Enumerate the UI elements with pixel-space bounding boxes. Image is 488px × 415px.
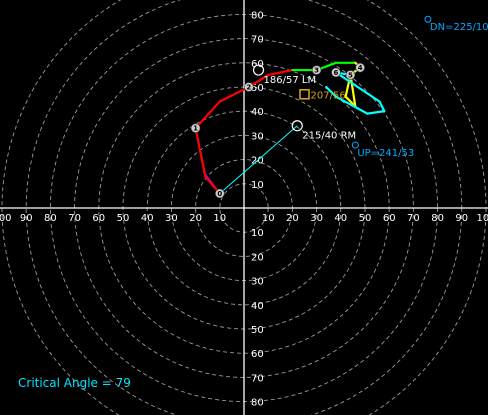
marker-label-4: DN=225/109 [430,22,488,33]
tick-label-up-10: 10 [251,180,264,191]
hodograph-segment-14 [349,73,357,108]
height-label-6: 6 [334,69,339,77]
tick-label-up-80: 80 [251,10,264,21]
shear-vector-line [219,125,298,194]
height-marker-4: 4 [355,62,365,73]
hodograph-segment-3 [194,100,221,130]
tick-label-right-70: 70 [407,213,420,224]
tick-label-down-40: 40 [251,301,264,312]
tick-label-down-70: 70 [251,373,264,384]
tick-label-left-30: 30 [165,213,178,224]
marker-3: UP=241/53 [351,141,414,159]
tick-label-down-80: 80 [251,398,264,409]
storm-motion-markers: 186/57 LM 215/40 RM 207/56 UP=241/53 DN=225/… [252,15,488,159]
marker-label-2: 207/56 [311,90,346,101]
marker-label-0: 186/57 LM [264,75,317,86]
height-marker-1: 1 [190,123,201,133]
tick-label-left-60: 60 [92,213,105,224]
tick-label-left-90: 90 [20,213,33,224]
hodograph-segment-13 [344,95,357,108]
height-label-0: 0 [217,190,222,198]
tick-label-down-30: 30 [251,277,264,288]
height-label-3: 3 [314,67,319,75]
tick-label-down-60: 60 [251,349,264,360]
height-marker-3: 3 [311,65,322,75]
marker-4: DN=225/109 [424,15,488,33]
hodograph-segment-16 [334,71,381,103]
height-label-1: 1 [193,125,198,133]
tick-label-down-50: 50 [251,325,264,336]
marker-1: 215/40 RM [291,120,356,142]
hodograph-segment-2 [194,127,207,178]
tick-label-right-10: 10 [262,213,275,224]
marker-label-1: 215/40 RM [302,131,356,142]
tick-label-down-20: 20 [251,252,264,263]
hodograph-traces: 0 1 2 3 45 6 [190,61,386,199]
tick-label-up-70: 70 [251,35,264,46]
tick-label-left-50: 50 [117,213,130,224]
tick-label-up-50: 50 [251,83,264,94]
tick-labels: 1020304050607080102030405060708010090807… [0,10,488,408]
tick-label-left-10: 10 [213,213,226,224]
tick-label-left-70: 70 [68,213,81,224]
tick-label-right-90: 90 [455,213,468,224]
tick-label-left-20: 20 [189,213,202,224]
hodograph-segment-18 [366,110,386,115]
tick-label-left-100: 100 [0,213,12,224]
marker-2: 207/56 [299,88,346,101]
marker-label-3: UP=241/53 [357,148,414,159]
hodograph-segment-6 [267,68,294,77]
height-label-5: 5 [348,71,353,79]
tick-label-left-80: 80 [44,213,57,224]
hodograph-segment-19 [334,95,369,115]
marker-0: 186/57 LM [252,64,317,86]
height-marker-5: 5 [345,70,356,80]
critical-angle-label: Critical Angle = 79 [18,376,131,390]
height-marker-6: 6 [331,67,341,78]
height-label-2: 2 [246,84,251,92]
hodograph-segment-17 [378,100,386,113]
tick-label-right-30: 30 [310,213,323,224]
tick-label-up-30: 30 [251,131,264,142]
height-label-4: 4 [358,64,363,72]
tick-label-up-40: 40 [251,107,264,118]
tick-label-up-60: 60 [251,59,264,70]
hodograph-segment-20 [325,85,338,98]
tick-label-right-50: 50 [359,213,372,224]
tick-label-right-60: 60 [383,213,396,224]
tick-label-down-10: 10 [251,228,264,239]
tick-label-right-100: 100 [476,213,488,224]
tick-label-right-80: 80 [431,213,444,224]
height-marker-0: 0 [215,188,225,199]
tick-label-left-40: 40 [141,213,154,224]
tick-label-right-20: 20 [286,213,299,224]
inflow-trace [194,127,221,194]
tick-label-right-40: 40 [334,213,347,224]
hodograph-segment-4 [218,85,250,103]
height-marker-2: 2 [244,82,254,92]
